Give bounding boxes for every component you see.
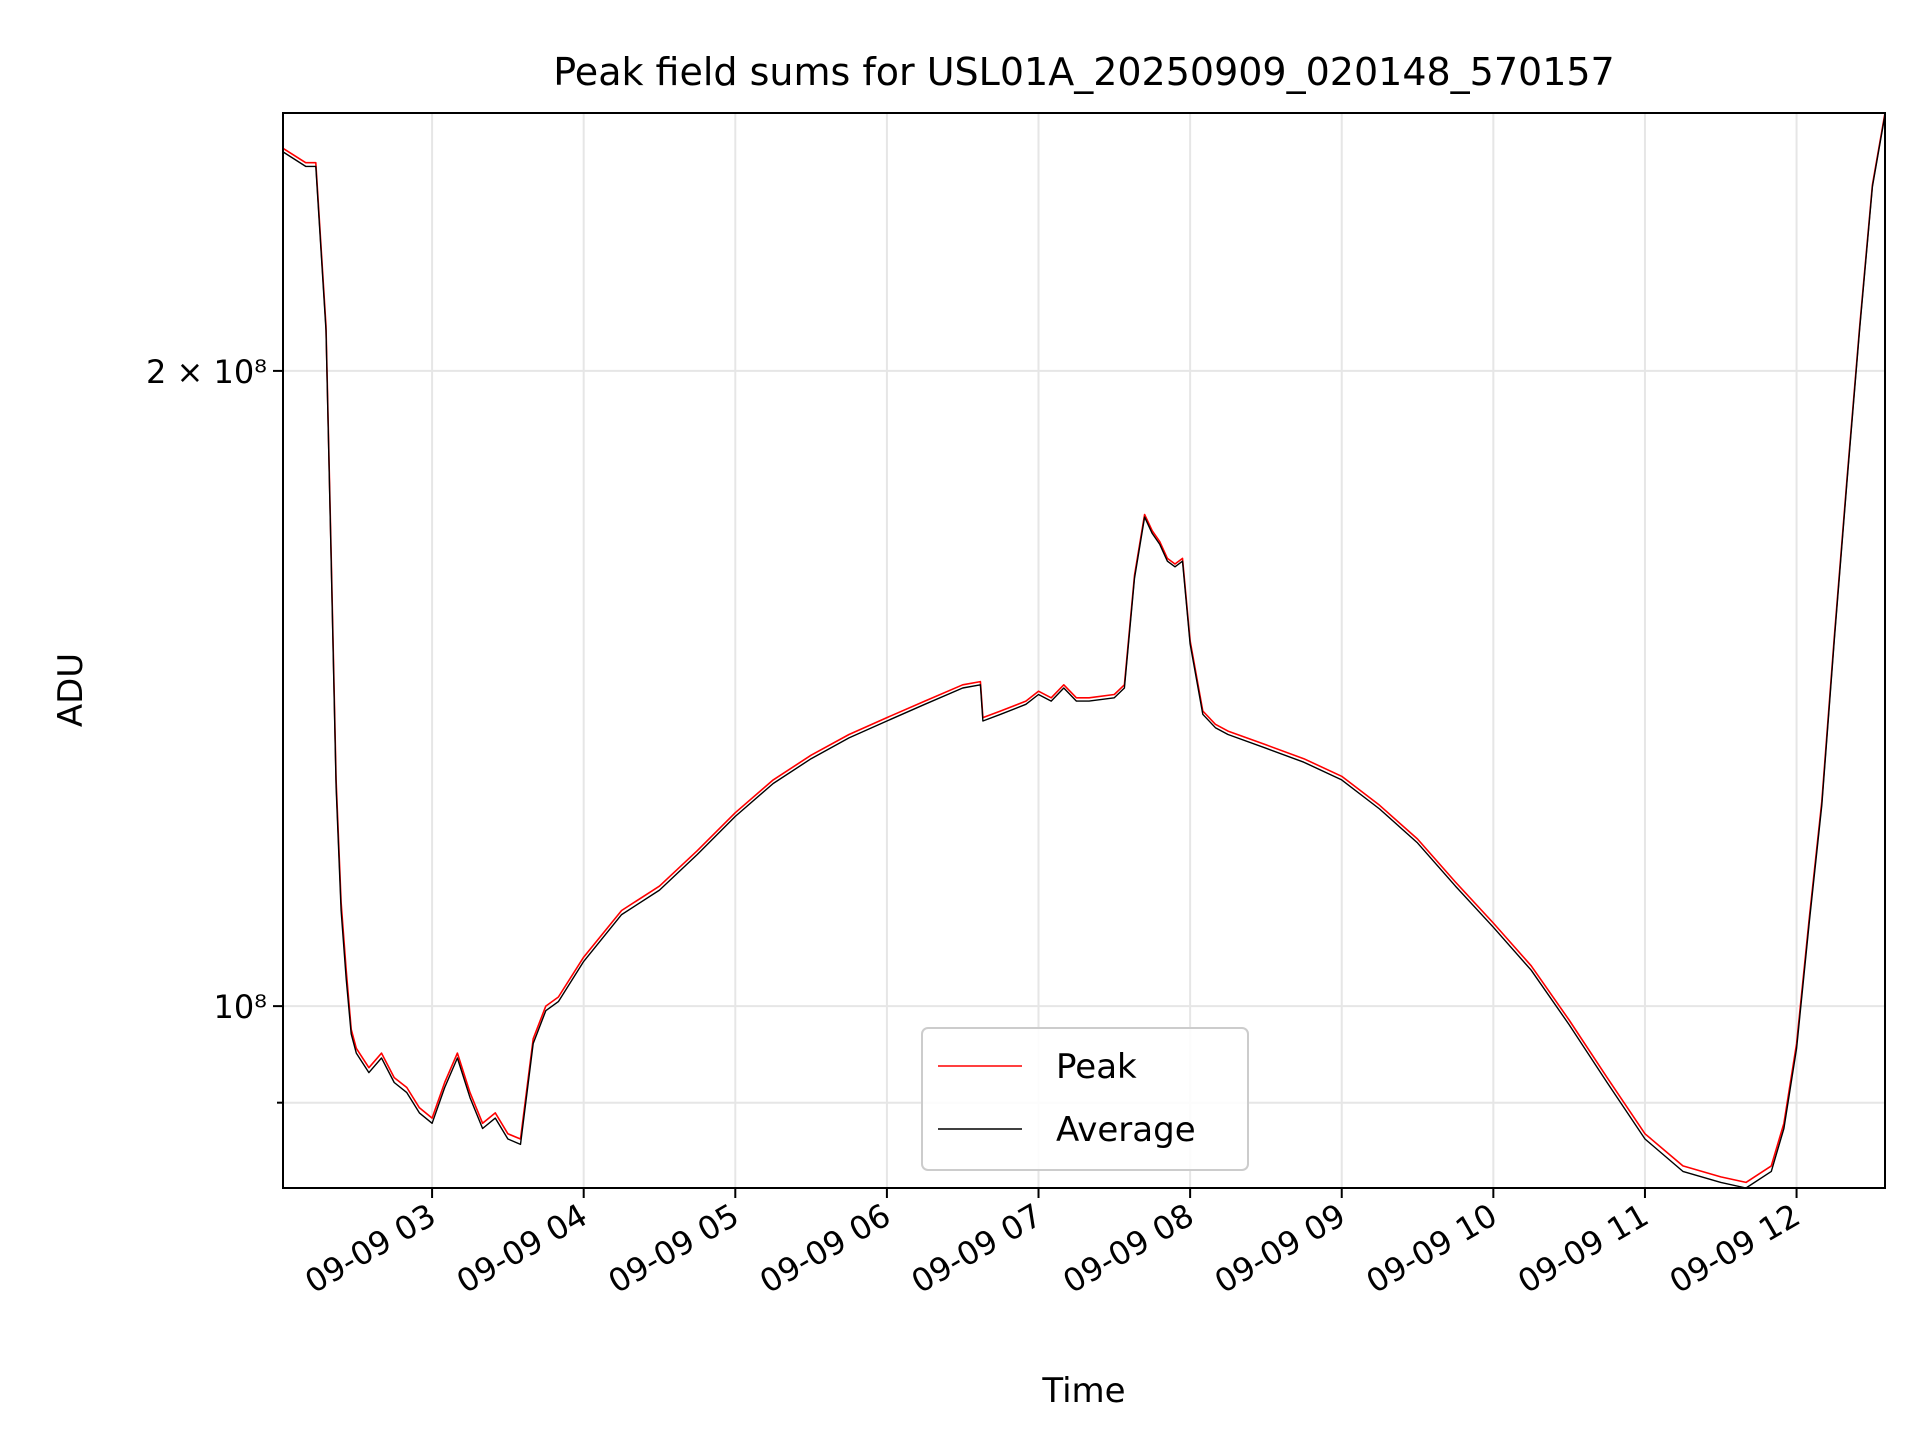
legend-label-peak: Peak	[1056, 1047, 1137, 1087]
plot-frame	[282, 112, 1886, 1189]
legend-label-average: Average	[1056, 1110, 1196, 1150]
chart-title: Peak field sums for USL01A_20250909_0201…	[553, 50, 1614, 94]
grid-lines	[283, 113, 1885, 1188]
legend-box	[921, 1027, 1249, 1171]
series-line-average	[282, 114, 1886, 1189]
legend: Peak Average	[921, 1027, 1249, 1171]
y-axis-label: ADU	[51, 653, 91, 727]
series-group	[282, 112, 1886, 1189]
series-line-peak	[282, 112, 1886, 1184]
y-tick-label: 2 × 10⁸	[146, 353, 267, 391]
y-tick-label: 10⁸	[213, 988, 267, 1026]
y-axis: 2 × 10⁸ 10⁸	[146, 353, 283, 1104]
x-axis-label: Time	[1041, 1371, 1125, 1411]
